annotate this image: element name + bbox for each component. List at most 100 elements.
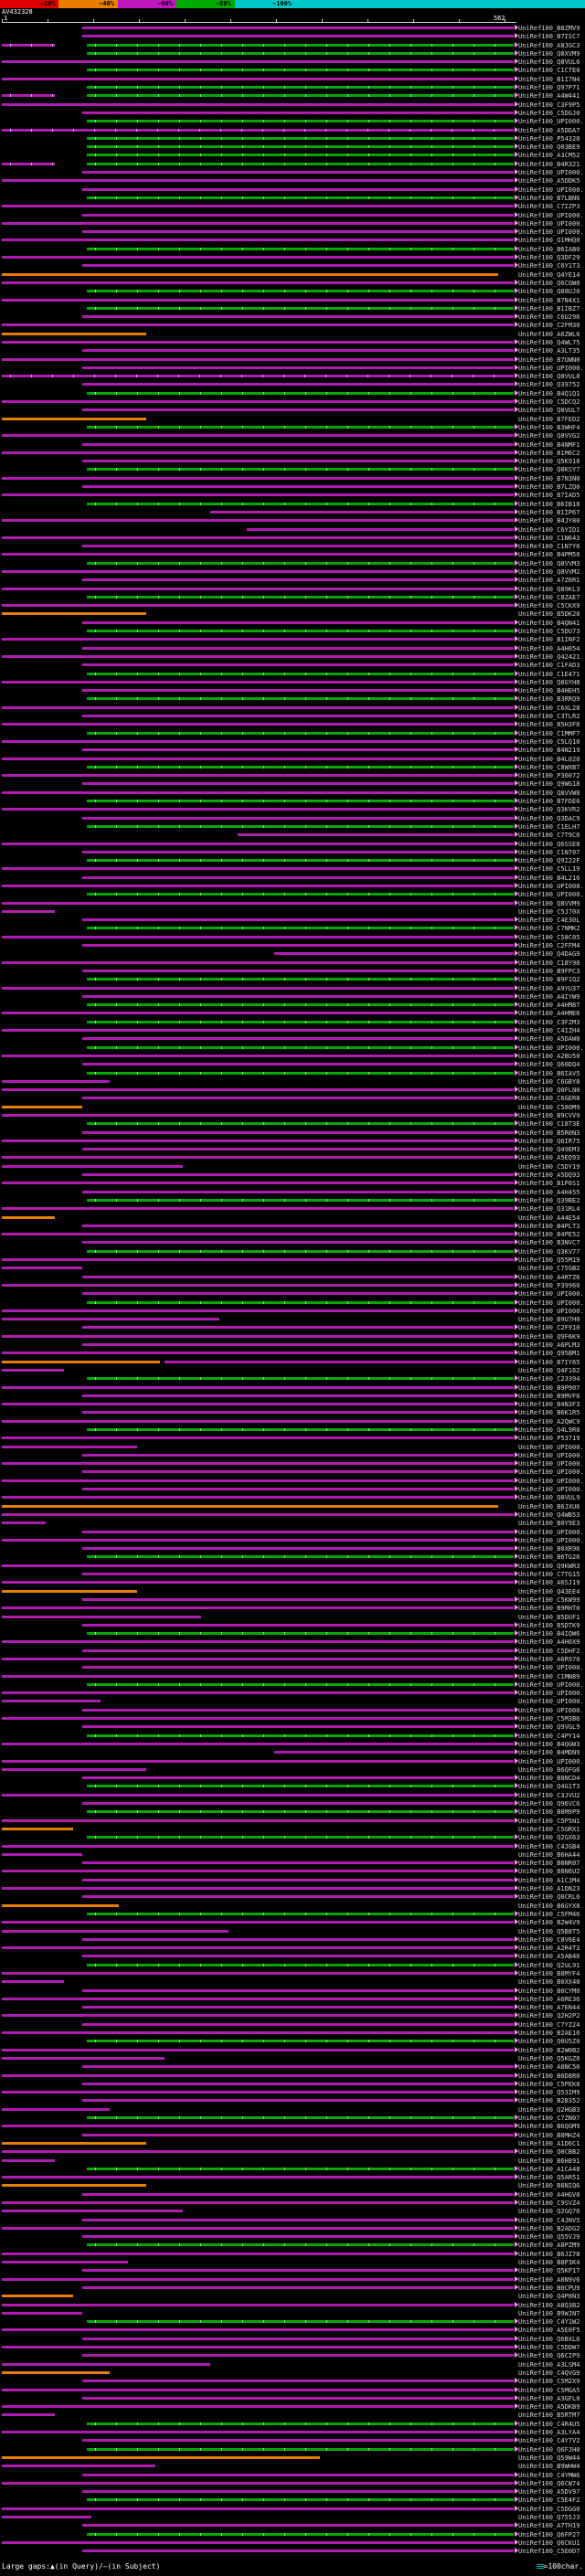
alignment-row[interactable]: UniRef100_C7YZ24 [0, 2020, 585, 2029]
alignment-bar[interactable] [87, 2422, 514, 2425]
alignment-row[interactable]: UniRef100_UPI000... [0, 1468, 585, 1476]
alignment-bar[interactable] [2, 2159, 55, 2162]
alignment-row[interactable]: UniRef100_UPI000... [0, 1663, 585, 1671]
alignment-bar[interactable] [2, 867, 514, 870]
alignment-bar[interactable] [2, 2413, 55, 2416]
alignment-bar[interactable] [82, 918, 514, 921]
alignment-row[interactable]: UniRef100_B0D8R0 [0, 2072, 585, 2080]
alignment-row[interactable]: UniRef100_B7UWN0 [0, 355, 585, 364]
hit-label[interactable]: UniRef100_B6H891 [518, 2157, 580, 2165]
hit-label[interactable]: UniRef100_Q96VC6 [518, 1800, 580, 1807]
hit-label[interactable]: UniRef100_B0XR96 [518, 1545, 580, 1553]
alignment-bar[interactable] [2, 78, 514, 80]
alignment-bar[interactable] [87, 1785, 514, 1787]
alignment-row[interactable]: UniRef100_B2ADG2 [0, 2224, 585, 2232]
alignment-row[interactable]: UniRef100_B1INF2 [0, 635, 585, 643]
alignment-bar[interactable] [2, 774, 514, 777]
alignment-bar[interactable] [82, 214, 514, 217]
alignment-row[interactable]: UniRef100_B4PE52 [0, 1230, 585, 1238]
alignment-row[interactable]: UniRef100_B7FED2 [0, 415, 585, 423]
alignment-row[interactable]: UniRef100_B5DTK9 [0, 1621, 585, 1629]
alignment-bar[interactable] [2, 418, 146, 420]
alignment-bar[interactable] [2, 638, 514, 641]
hit-label[interactable]: UniRef100_Q43EE4 [518, 1588, 580, 1595]
alignment-bar[interactable] [2, 2482, 514, 2485]
alignment-bar[interactable] [2, 400, 514, 403]
alignment-bar[interactable] [82, 1173, 514, 1176]
alignment-bar[interactable] [87, 562, 514, 565]
alignment-bar[interactable] [82, 1131, 514, 1134]
alignment-bar[interactable] [82, 1649, 514, 1652]
alignment-bar[interactable] [2, 1386, 514, 1389]
hit-label[interactable]: UniRef100_UPI000... [518, 1758, 585, 1765]
alignment-bar[interactable] [87, 1250, 514, 1253]
alignment-bar[interactable] [2, 333, 146, 335]
hit-label[interactable]: UniRef100_C5DHF2 [518, 1648, 580, 1655]
alignment-row[interactable]: UniRef100_B5RTM7 [0, 2411, 585, 2419]
alignment-row[interactable]: UniRef100_C2FFM4 [0, 941, 585, 949]
hit-label[interactable]: UniRef100_B7ISC7 [518, 33, 580, 40]
alignment-bar[interactable] [2, 1794, 514, 1797]
alignment-bar[interactable] [2, 740, 514, 743]
hit-label[interactable]: UniRef100_B9U7H0 [518, 1316, 580, 1323]
alignment-row[interactable]: UniRef100_B6JZ78 [0, 2250, 585, 2258]
alignment-bar[interactable] [2, 1691, 514, 1694]
hit-label[interactable]: UniRef100_C4JGB4 [518, 1843, 580, 1850]
hit-label[interactable]: UniRef100_C1ELH7 [518, 823, 580, 831]
alignment-bar[interactable] [2, 1369, 64, 1372]
alignment-row[interactable]: UniRef100_Q8VUL8 [0, 372, 585, 380]
hit-label[interactable]: UniRef100_UPI000... [518, 1478, 585, 1485]
alignment-bar[interactable] [274, 952, 514, 955]
hit-label[interactable]: UniRef100_UPI000... [518, 1444, 585, 1451]
alignment-row[interactable]: UniRef100_B1IBZ7 [0, 304, 585, 313]
hit-label[interactable]: UniRef100_Q8VVG2 [518, 432, 580, 440]
alignment-bar[interactable] [82, 2023, 514, 2026]
alignment-bar[interactable] [2, 1216, 55, 1219]
hit-label[interactable]: UniRef100_UPI000... [518, 1690, 585, 1697]
alignment-bar[interactable] [87, 137, 514, 140]
alignment-bar[interactable] [2, 477, 514, 480]
hit-label[interactable]: UniRef100_C3F9P5 [518, 101, 580, 109]
hit-label[interactable]: UniRef100_A44E54 [518, 1214, 580, 1222]
hit-label[interactable]: UniRef100_B8ZMV9 [518, 25, 580, 32]
hit-label[interactable]: UniRef100_A4H455 [518, 1189, 580, 1196]
hit-label[interactable]: UniRef100_UPI000... [518, 118, 585, 125]
alignment-bar[interactable] [82, 1394, 514, 1397]
hit-label[interactable]: UniRef100_C1MMF7 [518, 730, 580, 737]
alignment-bar[interactable] [2, 1743, 514, 1745]
alignment-row[interactable]: UniRef100_Q3DAC9 [0, 814, 585, 822]
hit-label[interactable]: UniRef100_A4IYW9 [518, 993, 580, 1001]
alignment-bar[interactable] [2, 1233, 514, 1235]
alignment-row[interactable]: UniRef100_Q8GYH8 [0, 678, 585, 686]
alignment-row[interactable]: UniRef100_B4MDN9 [0, 1748, 585, 1756]
alignment-bar[interactable] [2, 1080, 110, 1083]
alignment-row[interactable]: UniRef100_Q1MHQ0 [0, 236, 585, 244]
alignment-row[interactable]: UniRef100_C75GB2 [0, 1264, 585, 1272]
hit-label[interactable]: UniRef100_B6TG26 [518, 1553, 580, 1561]
hit-label[interactable]: UniRef100_Q6SSE8 [518, 841, 580, 848]
alignment-row[interactable]: UniRef100_UPI000... [0, 211, 585, 219]
hit-label[interactable]: UniRef100_B4HEH5 [518, 687, 580, 694]
alignment-row[interactable]: UniRef100_C1N7Y6 [0, 542, 585, 550]
hit-label[interactable]: UniRef100_B2W0B2 [518, 2047, 580, 2054]
alignment-bar[interactable] [2, 612, 146, 615]
alignment-row[interactable]: UniRef100_B7LZQ0 [0, 482, 585, 491]
alignment-bar[interactable] [2, 1513, 514, 1516]
alignment-bar[interactable] [87, 859, 514, 862]
hit-label[interactable]: UniRef100_C5DDW7 [518, 2344, 580, 2351]
alignment-bar[interactable] [82, 2099, 514, 2102]
alignment-bar[interactable] [2, 94, 55, 97]
alignment-row[interactable]: UniRef100_A5DAW0 [0, 1034, 585, 1043]
hit-label[interactable]: UniRef100_B2AE16 [518, 2030, 580, 2037]
alignment-bar[interactable] [82, 230, 514, 233]
alignment-bar[interactable] [2, 1717, 514, 1720]
hit-label[interactable]: UniRef100_A5DV97 [518, 2488, 580, 2496]
alignment-row[interactable]: UniRef100_B1M6C2 [0, 449, 585, 457]
hit-label[interactable]: UniRef100_Q9VGL9 [518, 1723, 580, 1731]
hit-label[interactable]: UniRef100_UPI000... [518, 1707, 585, 1714]
hit-label[interactable]: UniRef100_B3WHF4 [518, 424, 580, 431]
alignment-bar[interactable] [82, 171, 514, 174]
alignment-row[interactable]: UniRef100_B6QGM9 [0, 2122, 585, 2130]
alignment-bar[interactable] [87, 630, 514, 632]
alignment-row[interactable]: UniRef100_B4PLT3 [0, 1222, 585, 1230]
